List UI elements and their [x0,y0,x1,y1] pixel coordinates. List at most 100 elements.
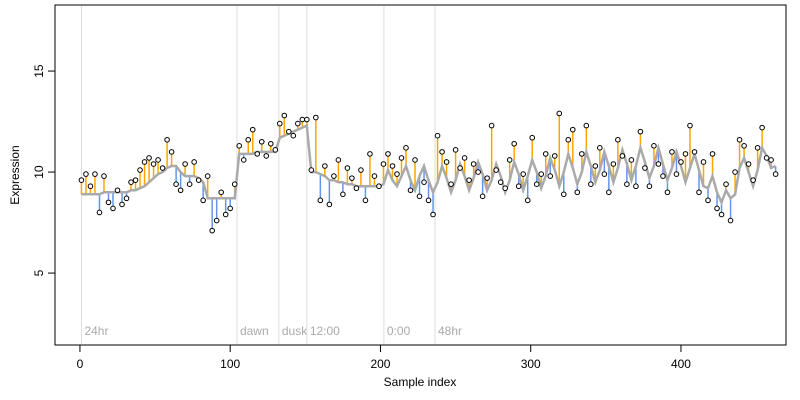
point [114,187,121,194]
point [213,217,220,224]
point [272,147,279,153]
point [533,181,540,187]
point [691,149,698,155]
point [150,161,157,167]
point [78,177,85,183]
x-tick-label: 100 [220,357,240,371]
point [673,171,680,177]
y-tick-label: 10 [32,165,46,179]
point [551,153,558,159]
point [362,197,369,204]
point [177,187,184,194]
y-tick-label: 5 [32,269,46,276]
point [624,181,630,187]
point [263,153,270,159]
point [660,173,666,179]
point [168,149,175,155]
point [349,175,355,181]
point [727,217,734,224]
point [745,161,752,167]
point [200,197,206,204]
point [461,155,468,161]
point [110,205,116,212]
annotation-label: 48hr [438,324,462,338]
point [245,136,252,143]
point [218,189,224,196]
point [132,177,139,183]
point [186,181,193,187]
point [96,209,103,216]
point [394,171,400,177]
point [421,179,427,185]
point [227,205,233,212]
point [493,167,499,173]
point [123,195,130,202]
point [353,185,360,192]
point [754,145,761,151]
point [105,199,112,206]
point [385,151,391,157]
point [642,165,648,171]
point [403,145,409,151]
point [709,151,716,157]
point [344,165,351,171]
point [529,134,536,141]
point [258,138,265,145]
point [290,132,297,139]
point [615,136,621,143]
point [506,157,513,163]
point [664,189,671,196]
point [669,149,675,155]
point [367,151,373,157]
point [322,163,328,169]
annotation-label: 0:00 [387,324,411,338]
point [380,161,387,167]
point [750,177,756,183]
point [628,157,635,163]
point [511,140,517,147]
annotation-label: 24hr [84,324,108,338]
point [479,193,486,200]
point [317,197,324,204]
point [407,187,414,194]
point [524,197,531,204]
point [173,181,179,187]
point [637,128,644,135]
point [249,126,256,133]
point [763,155,770,161]
point [443,159,450,165]
point [416,193,423,200]
point [128,179,134,185]
point [619,153,626,159]
point [299,116,306,123]
point [304,116,310,123]
point [209,227,215,234]
point [569,126,576,133]
point [542,151,549,157]
point [592,163,599,169]
point [204,173,211,179]
point [159,165,166,171]
point [574,189,581,196]
point [520,171,527,177]
point [231,181,238,187]
point [222,211,229,218]
point [610,161,617,167]
y-axis-label: Expression [8,145,22,204]
point [736,136,743,143]
x-axis-label: Sample index [384,375,457,389]
point [371,173,378,179]
point [470,161,477,167]
point [87,183,94,190]
annotation-label: dusk [282,324,308,338]
point [646,183,653,190]
point [700,159,707,165]
point [389,163,396,169]
point [687,122,693,129]
point [741,143,747,149]
point [267,140,274,147]
point [538,171,545,177]
point [633,183,639,190]
point [281,112,288,119]
point [83,171,89,177]
